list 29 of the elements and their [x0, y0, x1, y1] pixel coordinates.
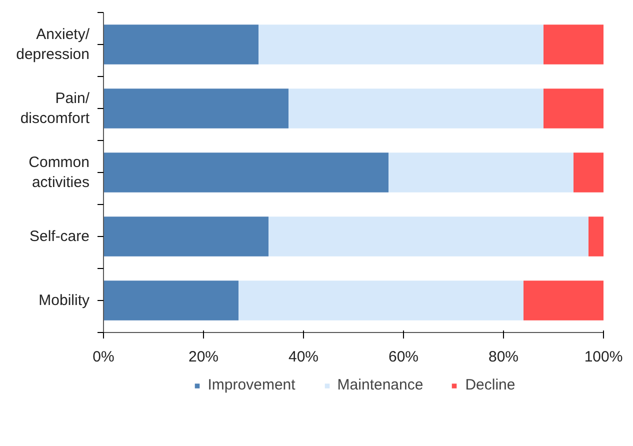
- bar: [544, 24, 604, 64]
- x-tick-label: 40%: [288, 348, 319, 366]
- legend-label: Decline: [465, 376, 516, 394]
- bar: [574, 152, 604, 192]
- bar: [238, 280, 524, 320]
- legend-label: Improvement: [208, 376, 296, 394]
- bar: [104, 88, 288, 128]
- x-tick-label: 100%: [584, 348, 623, 366]
- bar: [268, 216, 588, 256]
- bar: [524, 280, 604, 320]
- x-tick-label: 20%: [188, 348, 219, 366]
- x-tick-label: 60%: [388, 348, 419, 366]
- bar: [544, 88, 604, 128]
- legend-label: Maintenance: [337, 376, 424, 394]
- y-tick-label: Mobility: [38, 292, 90, 309]
- bar: [258, 24, 544, 64]
- y-tick-label: Common activities: [28, 154, 90, 192]
- bar: [288, 88, 544, 128]
- bar: [104, 216, 268, 256]
- bar: [588, 216, 604, 256]
- x-tick-label: 0%: [92, 348, 114, 366]
- y-tick-label: Pain/ discomfort: [20, 90, 90, 128]
- bar: [104, 280, 238, 320]
- bar: [104, 152, 388, 192]
- y-tick-label: Anxiety/ depression: [16, 26, 90, 64]
- bar: [104, 24, 258, 64]
- y-tick-label: Self-care: [29, 228, 90, 245]
- bar: [388, 152, 574, 192]
- x-tick-label: 80%: [488, 348, 519, 366]
